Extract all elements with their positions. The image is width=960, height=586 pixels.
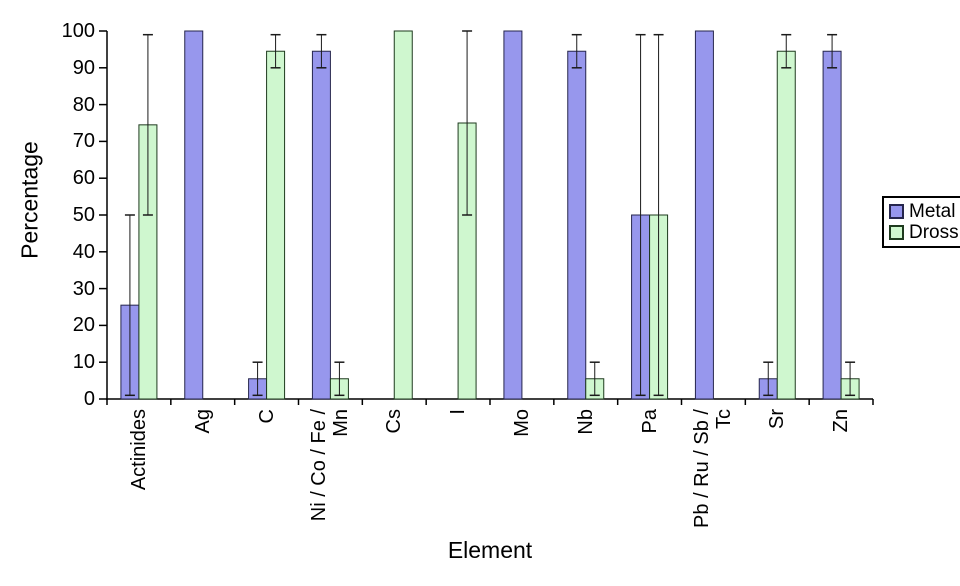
bar-dross-sr [776, 50, 796, 400]
bar-metal-ag [184, 30, 204, 400]
legend-item-metal: Metal [889, 202, 959, 221]
legend-swatch-dross [889, 225, 904, 240]
bar-metal-ni-co-fe-mn [311, 50, 331, 400]
x-category-label-nb: Nb [574, 409, 597, 435]
legend-swatch-metal [889, 204, 904, 219]
bar-metal-nb [567, 50, 587, 400]
x-category-label-ag: Ag [191, 409, 214, 434]
bar-metal-mo [503, 30, 523, 400]
x-category-label-sr: Sr [766, 409, 789, 429]
x-category-label-ni-co-fe-mn: Ni / Co / Fe / Mn [308, 409, 353, 522]
legend: Metal Dross [882, 196, 960, 248]
y-tick-label: 80 [72, 93, 95, 116]
y-tick-label: 100 [61, 20, 95, 42]
x-axis-title: Element [447, 537, 533, 563]
x-category-label-zn: Zn [830, 409, 853, 433]
bar-dross-cs [393, 30, 413, 400]
legend-label-metal: Metal [909, 201, 956, 222]
y-tick-label: 10 [72, 351, 95, 374]
x-category-label-pb-ru-sb-tc: Pb / Ru / Sb / Tc [691, 409, 736, 528]
y-tick-label: 20 [72, 314, 95, 337]
x-category-label-cs: Cs [383, 409, 406, 434]
x-category-label-actinides: Actinides [127, 409, 150, 491]
x-category-label-mo: Mo [510, 409, 533, 437]
y-tick-label: 30 [72, 277, 95, 300]
y-tick-label: 0 [83, 388, 95, 410]
x-category-label-pa: Pa [638, 409, 661, 434]
bar-dross-c [266, 50, 286, 400]
legend-label-dross: Dross [909, 222, 959, 243]
y-tick-label: 60 [72, 167, 95, 190]
legend-item-dross: Dross [889, 223, 959, 242]
x-category-label-i: I [447, 409, 470, 415]
x-category-label-c: C [255, 409, 278, 424]
y-tick-label: 40 [72, 240, 95, 263]
y-tick-label: 50 [72, 204, 95, 226]
bar-metal-pb-ru-sb-tc [694, 30, 714, 400]
y-tick-label: 90 [72, 56, 95, 79]
y-tick-label: 70 [72, 130, 95, 153]
y-axis-title: Percentage [16, 141, 43, 259]
bar-metal-zn [822, 50, 842, 400]
